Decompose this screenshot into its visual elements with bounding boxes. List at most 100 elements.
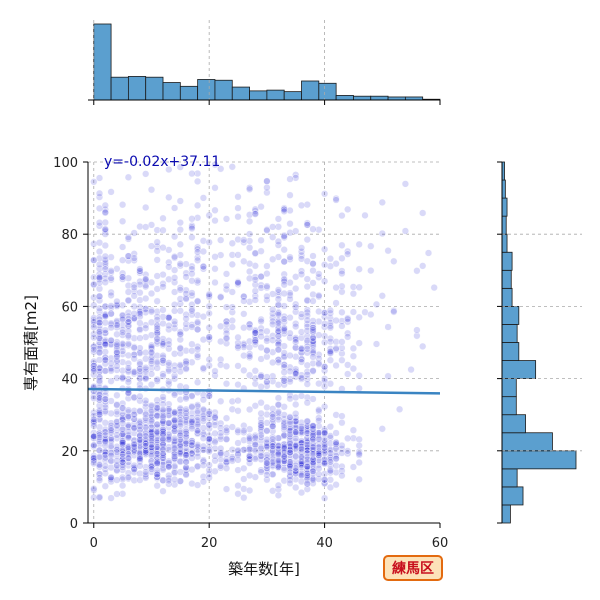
- scatter-point: [234, 213, 242, 221]
- scatter-point: [142, 414, 150, 422]
- scatter-point: [147, 381, 156, 389]
- scatter-point: [107, 449, 115, 457]
- scatter-point: [234, 428, 242, 436]
- scatter-point: [142, 400, 150, 408]
- scatter-point: [326, 356, 335, 364]
- scatter-point: [228, 397, 236, 406]
- scatter-point: [171, 425, 179, 433]
- scatter-point: [124, 340, 132, 348]
- top-hist-bar: [335, 95, 354, 101]
- scatter-point: [182, 438, 190, 446]
- scatter-point: [297, 201, 306, 210]
- right-hist-bar: [501, 342, 520, 361]
- scatter-point: [142, 463, 150, 471]
- scatter-point: [159, 306, 167, 314]
- top-hist-bar: [214, 79, 233, 101]
- scatter-point: [246, 337, 254, 345]
- scatter-point: [211, 437, 219, 445]
- scatter-point: [171, 439, 179, 448]
- scatter-point: [136, 449, 144, 457]
- scatter-point: [246, 343, 254, 352]
- scatter-point: [315, 416, 323, 425]
- scatter-point: [234, 482, 242, 490]
- scatter-point: [355, 372, 363, 380]
- scatter-point: [118, 439, 127, 447]
- scatter-point: [205, 333, 213, 341]
- y-tick-label: 20: [61, 445, 78, 460]
- scatter-point: [147, 429, 156, 437]
- scatter-point: [315, 414, 323, 422]
- scatter-point: [124, 469, 132, 477]
- scatter-point: [234, 204, 242, 212]
- scatter-point: [182, 440, 190, 448]
- scatter-point: [326, 469, 335, 477]
- scatter-point: [274, 288, 283, 296]
- scatter-point: [171, 253, 179, 261]
- scatter-point: [159, 428, 167, 436]
- scatter-point: [228, 163, 236, 171]
- scatter-point: [315, 307, 323, 316]
- scatter-point: [118, 450, 127, 458]
- scatter-point: [274, 301, 283, 309]
- scatter-point: [321, 277, 329, 285]
- scatter-point: [234, 397, 242, 405]
- scatter-point: [246, 434, 254, 442]
- scatter-point: [101, 469, 109, 478]
- scatter-point: [176, 427, 184, 436]
- scatter-point: [130, 283, 138, 292]
- scatter-point: [124, 364, 132, 372]
- scatter-point: [257, 383, 265, 391]
- scatter-point: [309, 225, 317, 233]
- scatter-point: [90, 256, 98, 264]
- right-hist-bar: [501, 287, 513, 307]
- top-hist-bar: [110, 76, 129, 101]
- scatter-point: [222, 485, 231, 493]
- scatter-point: [309, 260, 317, 268]
- scatter-point: [118, 217, 127, 225]
- scatter-point: [246, 298, 254, 306]
- y-tick-label: 40: [61, 373, 78, 388]
- scatter-point: [303, 275, 311, 283]
- top-hist-bar: [93, 23, 112, 101]
- scatter-point: [246, 217, 254, 226]
- scatter-point: [286, 220, 294, 228]
- scatter-point: [355, 384, 363, 393]
- scatter-point: [315, 475, 323, 483]
- scatter-point: [118, 475, 127, 483]
- scatter-point: [182, 463, 190, 472]
- scatter-point: [182, 295, 190, 303]
- scatter-point: [286, 291, 294, 299]
- scatter-point: [222, 282, 231, 290]
- scatter-point: [136, 319, 144, 327]
- scatter-point: [142, 468, 150, 476]
- scatter-point: [274, 491, 283, 499]
- scatter-point: [171, 366, 179, 374]
- scatter-point: [286, 454, 294, 462]
- scatter-point: [246, 230, 254, 238]
- scatter-point: [309, 267, 317, 275]
- scatter-point: [292, 430, 300, 438]
- scatter-point: [107, 436, 115, 444]
- scatter-point: [321, 313, 329, 321]
- scatter-point: [199, 405, 208, 414]
- scatter-point: [205, 290, 213, 298]
- scatter-point: [90, 333, 98, 342]
- scatter-point: [274, 319, 283, 327]
- scatter-point: [338, 288, 346, 296]
- scatter-point: [124, 450, 132, 458]
- scatter-point: [182, 425, 190, 434]
- scatter-point: [217, 449, 225, 457]
- scatter-point: [240, 366, 248, 375]
- scatter-point: [292, 303, 300, 311]
- scatter-point: [309, 433, 317, 441]
- scatter-point: [171, 475, 179, 484]
- scatter-point: [159, 430, 167, 438]
- scatter-point: [136, 420, 144, 428]
- scatter-point: [292, 393, 300, 402]
- scatter-point: [280, 381, 288, 389]
- scatter-point: [286, 433, 294, 441]
- scatter-point: [211, 418, 219, 426]
- scatter-point: [90, 420, 98, 428]
- scatter-point: [228, 446, 236, 454]
- scatter-point: [309, 422, 317, 430]
